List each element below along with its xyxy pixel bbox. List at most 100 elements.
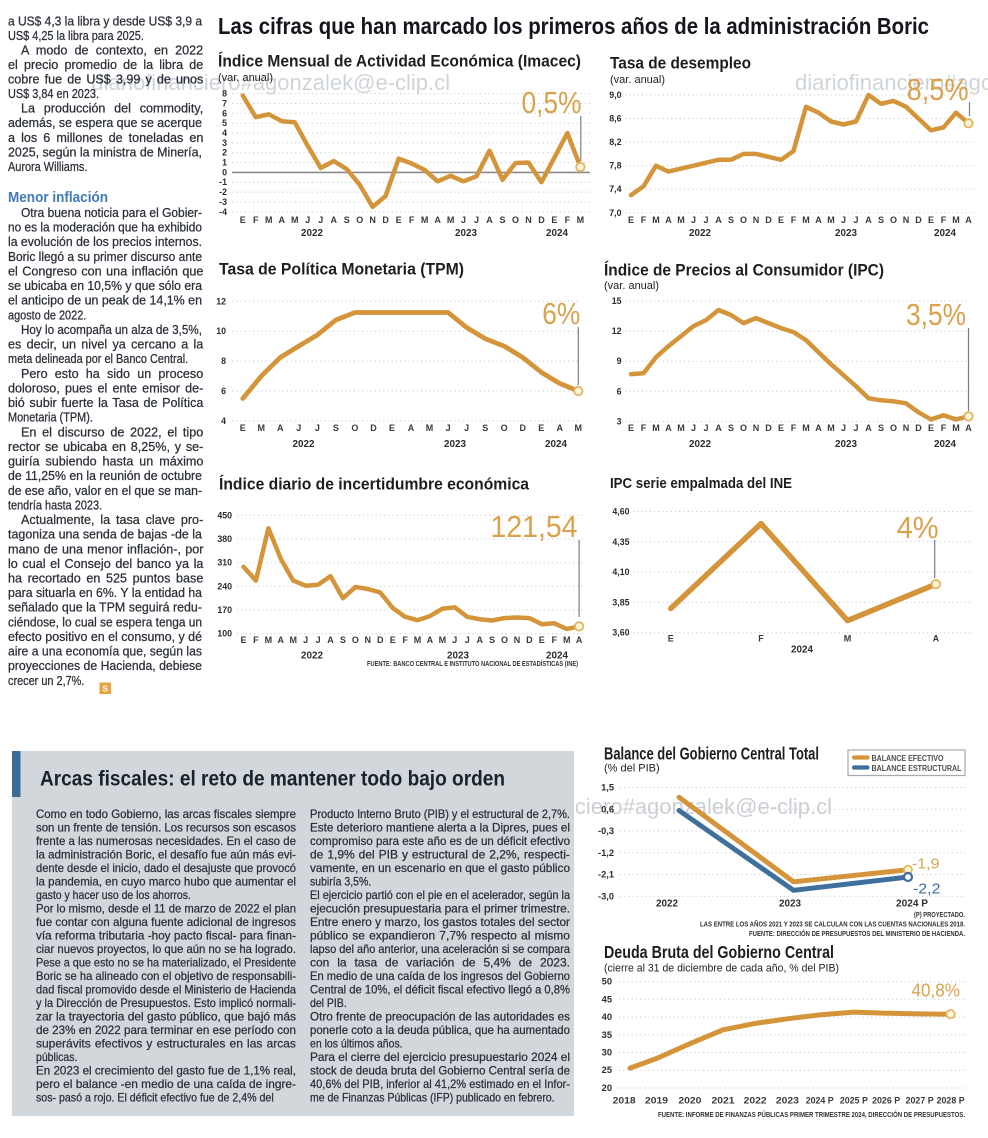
svg-text:2028 P: 2028 P <box>937 1095 965 1106</box>
svg-text:12: 12 <box>612 326 622 336</box>
svg-text:A: A <box>865 215 872 225</box>
svg-text:A: A <box>865 423 872 433</box>
svg-text:E: E <box>240 423 246 433</box>
svg-text:(var. anual): (var. anual) <box>610 74 665 86</box>
svg-text:8,5%: 8,5% <box>907 72 969 107</box>
svg-text:A: A <box>815 215 822 225</box>
svg-text:La producción del commodity,: La producción del commodity, <box>21 102 203 116</box>
svg-text:M: M <box>952 215 960 225</box>
svg-text:Entre enero y marzo, los gasto: Entre enero y marzo, los gastos totales … <box>310 915 570 929</box>
svg-text:dad fiscal promovido desde el: dad fiscal promovido desde el Ministerio… <box>36 983 296 997</box>
svg-text:240: 240 <box>217 581 232 591</box>
svg-text:en los últimos años.: en los últimos años. <box>310 1037 403 1051</box>
svg-text:M: M <box>258 423 266 433</box>
svg-text:J: J <box>703 215 708 225</box>
svg-text:M: M <box>289 635 297 645</box>
svg-text:121,54: 121,54 <box>491 509 578 544</box>
svg-text:D: D <box>915 423 922 433</box>
svg-text:Pese a que esto no se ha mater: Pese a que esto no se ha materializado, … <box>36 956 296 970</box>
svg-text:D: D <box>370 423 377 433</box>
svg-text:ejecución presupuestaria para: ejecución presupuestaria para el primer … <box>310 902 570 916</box>
svg-text:S: S <box>102 684 108 694</box>
svg-text:2024: 2024 <box>546 651 568 662</box>
svg-text:E: E <box>628 215 634 225</box>
svg-text:el precio promedio de la libra: el precio promedio de la libra de <box>8 58 203 72</box>
svg-text:40,6% del PIB, inferior al 41,: 40,6% del PIB, inferior al 41,2% estimad… <box>310 1077 570 1091</box>
svg-text:5: 5 <box>222 118 227 128</box>
svg-text:IPC serie empalmada del INE: IPC serie empalmada del INE <box>610 475 792 492</box>
svg-text:US$ 3,84 en 2023.: US$ 3,84 en 2023. <box>8 87 99 101</box>
svg-text:2024 P: 2024 P <box>896 899 928 910</box>
svg-text:M: M <box>802 423 810 433</box>
svg-text:-2,1: -2,1 <box>598 870 614 880</box>
svg-text:Este deterioro mantiene alerta: Este deterioro mantiene alerta a la Dipr… <box>310 821 570 835</box>
svg-text:A: A <box>815 423 822 433</box>
svg-text:2027 P: 2027 P <box>906 1095 934 1106</box>
svg-text:A: A <box>715 423 722 433</box>
svg-text:vamente, en un escenario en qu: vamente, en un escenario en que el gasto… <box>310 861 570 875</box>
svg-text:1,5: 1,5 <box>601 783 614 793</box>
svg-text:4,10: 4,10 <box>612 567 629 577</box>
svg-text:compromiso para este año es de: compromiso para este año es de un défici… <box>310 834 570 848</box>
svg-text:2023: 2023 <box>444 439 466 450</box>
svg-text:E: E <box>389 423 395 433</box>
svg-text:D: D <box>915 215 922 225</box>
svg-text:S: S <box>344 215 350 225</box>
svg-text:12: 12 <box>216 296 226 306</box>
svg-text:2021: 2021 <box>712 1095 735 1106</box>
svg-text:dente desde el inicio, dado el: dente desde el inicio, dado el desajuste… <box>36 861 296 875</box>
svg-text:25: 25 <box>602 1065 612 1075</box>
svg-text:M: M <box>265 215 273 225</box>
svg-text:S: S <box>499 215 505 225</box>
svg-text:BALANCE EFECTIVO: BALANCE EFECTIVO <box>872 754 944 763</box>
svg-text:2022: 2022 <box>301 651 323 662</box>
svg-text:E: E <box>551 215 557 225</box>
svg-text:Actualmente, la tasa clave pro: Actualmente, la tasa clave pro- <box>21 513 203 527</box>
svg-text:2023: 2023 <box>779 899 801 910</box>
svg-text:M: M <box>827 215 835 225</box>
svg-text:la administración Boric, el de: la administración Boric, el desafío fue … <box>36 848 296 862</box>
svg-text:A: A <box>665 423 672 433</box>
svg-text:2022: 2022 <box>656 899 678 910</box>
svg-text:A: A <box>476 635 483 645</box>
svg-text:O: O <box>890 423 897 433</box>
svg-text:Las cifras que han marcado los: Las cifras que han marcado los primeros … <box>218 13 929 39</box>
svg-text:la pandemia, en cuyo marco hub: la pandemia, en cuyo marco hubo que aume… <box>36 875 296 889</box>
svg-text:son un frente de tensión. Los: son un frente de tensión. Los recursos s… <box>36 821 296 835</box>
svg-text:J: J <box>703 423 708 433</box>
svg-text:2025 P: 2025 P <box>840 1095 868 1106</box>
svg-text:a US$ 4,3 la libra y desde US$: a US$ 4,3 la libra y desde US$ 3,9 a <box>8 14 202 28</box>
svg-text:Balance del Gobierno Central T: Balance del Gobierno Central Total <box>604 744 819 764</box>
svg-text:F: F <box>253 635 259 645</box>
svg-text:F: F <box>641 215 647 225</box>
svg-text:J: J <box>474 215 479 225</box>
svg-text:el anticipo de un peak de 14,1: el anticipo de un peak de 14,1% en <box>8 294 202 308</box>
svg-text:M: M <box>414 635 422 645</box>
svg-text:la evolución de los precios in: la evolución de los precios internos. <box>8 235 202 249</box>
svg-text:pero el balance -en medio de u: pero el balance -en medio de una caída d… <box>36 1077 296 1091</box>
svg-text:ciéndose, lo cual se espera te: ciéndose, lo cual se espera tenga un <box>8 615 202 629</box>
svg-text:S: S <box>482 423 488 433</box>
svg-text:3: 3 <box>222 138 227 148</box>
svg-text:2022: 2022 <box>689 439 711 450</box>
svg-text:3,60: 3,60 <box>612 628 629 638</box>
svg-text:M: M <box>802 215 810 225</box>
svg-text:proyecciones de Hacienda, debi: proyecciones de Hacienda, debiese <box>8 659 202 673</box>
svg-text:N: N <box>365 635 372 645</box>
svg-text:F: F <box>758 634 764 644</box>
svg-text:A: A <box>434 215 441 225</box>
svg-text:Boric llegó a su primer discur: Boric llegó a su primer discurso ante <box>8 250 202 264</box>
svg-text:M: M <box>447 215 455 225</box>
svg-text:M: M <box>844 634 852 644</box>
svg-text:A: A <box>279 215 286 225</box>
svg-text:M: M <box>265 635 273 645</box>
svg-text:E: E <box>778 423 784 433</box>
svg-text:8,6: 8,6 <box>609 114 621 124</box>
svg-text:O: O <box>501 635 508 645</box>
svg-text:N: N <box>903 423 910 433</box>
svg-text:2024: 2024 <box>934 228 956 239</box>
svg-text:J: J <box>315 423 320 433</box>
svg-text:M: M <box>439 635 447 645</box>
svg-text:D: D <box>377 635 384 645</box>
svg-text:J: J <box>841 215 846 225</box>
